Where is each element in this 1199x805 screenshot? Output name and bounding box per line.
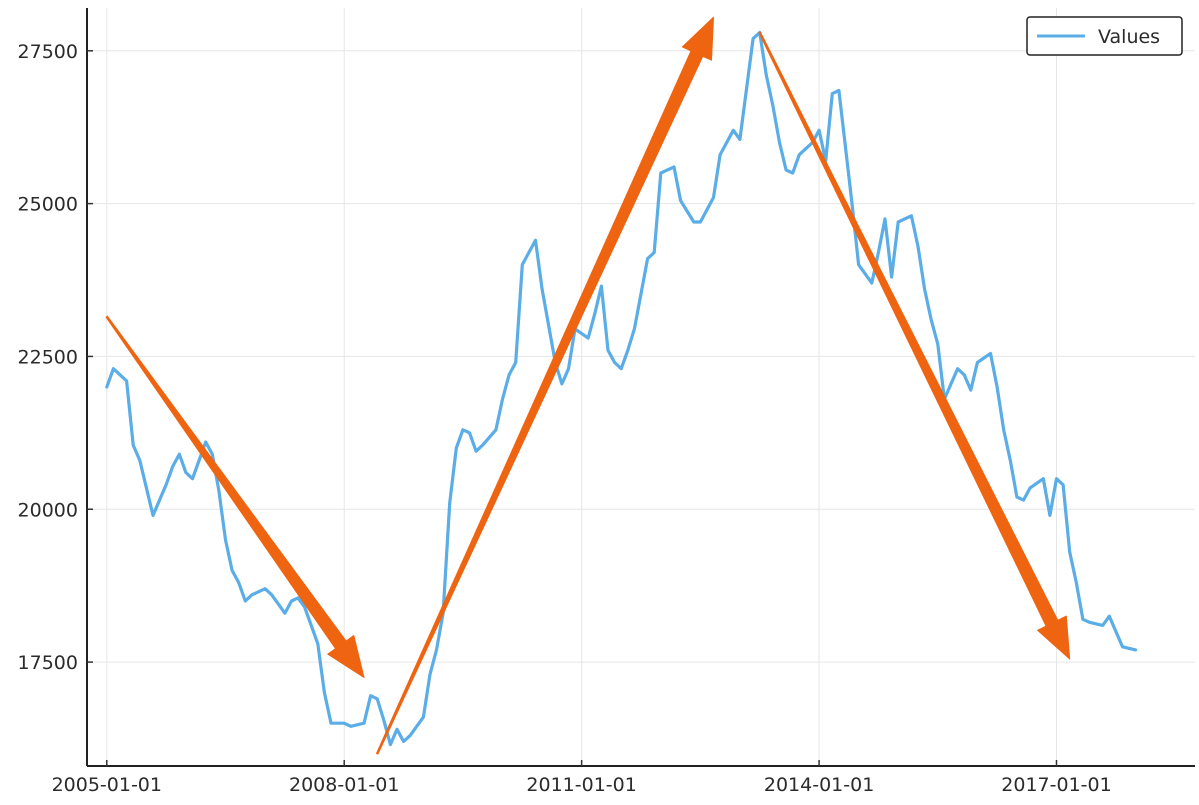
x-tick-label: 2008-01-01 bbox=[289, 774, 399, 796]
x-axis-ticks: 2005-01-01 2008-01-01 2011-01-01 2014-01-01… bbox=[52, 760, 1112, 796]
y-tick-label: 20000 bbox=[18, 499, 78, 521]
series-line bbox=[105, 30, 1138, 747]
legend: Values bbox=[1026, 16, 1183, 56]
annotation-arrow bbox=[758, 31, 1071, 660]
y-tick-label: 25000 bbox=[18, 194, 78, 216]
annotation-arrow bbox=[376, 16, 714, 755]
y-axis-ticks: 17500 20000 22500 25000 27500 bbox=[18, 41, 93, 674]
legend-label: Values bbox=[1098, 26, 1160, 48]
legend-box bbox=[1026, 16, 1183, 56]
x-tick-label: 2011-01-01 bbox=[526, 774, 636, 796]
grid bbox=[87, 8, 1195, 766]
x-tick-label: 2005-01-01 bbox=[52, 774, 162, 796]
annotations bbox=[105, 16, 1071, 755]
y-tick-label: 22500 bbox=[18, 346, 78, 368]
axes bbox=[86, 8, 1195, 767]
x-tick-label: 2014-01-01 bbox=[764, 774, 874, 796]
x-tick-label: 2017-01-01 bbox=[1001, 774, 1111, 796]
y-tick-label: 27500 bbox=[18, 41, 78, 63]
series-values bbox=[105, 30, 1138, 747]
y-tick-label: 17500 bbox=[18, 652, 78, 674]
annotation-arrow bbox=[105, 315, 365, 678]
